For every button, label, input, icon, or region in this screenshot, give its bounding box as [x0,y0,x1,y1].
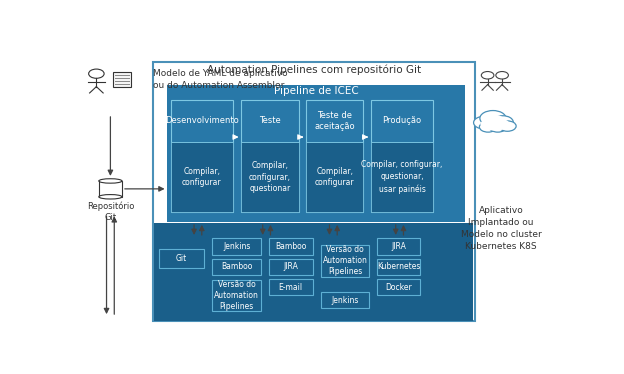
FancyBboxPatch shape [153,62,474,321]
FancyBboxPatch shape [306,99,363,212]
Text: Teste de
aceitação: Teste de aceitação [314,111,355,131]
Circle shape [481,71,494,79]
Circle shape [496,71,509,79]
FancyBboxPatch shape [269,238,313,255]
FancyBboxPatch shape [269,279,313,295]
Circle shape [486,123,498,131]
FancyBboxPatch shape [241,142,298,212]
Text: Bamboo: Bamboo [221,263,252,272]
Ellipse shape [99,179,122,183]
Circle shape [492,116,513,128]
Text: Modelo de YAML de aplicativo
ou do Automation Assembler: Modelo de YAML de aplicativo ou do Autom… [153,69,288,90]
FancyBboxPatch shape [154,223,472,321]
FancyBboxPatch shape [212,258,261,275]
Text: Teste: Teste [259,116,281,125]
Circle shape [89,69,104,78]
Circle shape [480,119,496,129]
Circle shape [494,119,509,128]
Circle shape [485,115,505,126]
FancyBboxPatch shape [321,245,369,277]
Text: JIRA: JIRA [391,242,406,251]
FancyBboxPatch shape [99,181,122,197]
Text: Repositório
Git: Repositório Git [87,202,134,223]
FancyBboxPatch shape [113,72,131,87]
FancyBboxPatch shape [377,258,421,275]
Ellipse shape [99,194,122,199]
FancyBboxPatch shape [321,292,369,309]
FancyBboxPatch shape [171,99,233,212]
Text: Git: Git [176,254,187,263]
FancyBboxPatch shape [306,142,363,212]
Circle shape [489,122,507,132]
Text: Desenvolvimento: Desenvolvimento [165,116,238,125]
Text: Compilar,
configurar,
questionar: Compilar, configurar, questionar [249,161,291,193]
FancyBboxPatch shape [377,238,421,255]
Text: Kubernetes: Kubernetes [377,263,421,272]
Circle shape [499,121,516,131]
FancyBboxPatch shape [159,249,203,268]
FancyBboxPatch shape [269,258,313,275]
FancyBboxPatch shape [212,280,261,311]
Text: Jenkins: Jenkins [223,242,250,251]
Text: Versão do
Automation
Pipelines: Versão do Automation Pipelines [214,280,259,311]
FancyBboxPatch shape [241,99,298,212]
Text: Pipeline de ICEC: Pipeline de ICEC [274,86,359,96]
FancyBboxPatch shape [377,279,421,295]
Text: Compilar,
configurar: Compilar, configurar [182,167,222,187]
FancyBboxPatch shape [371,142,433,212]
Text: Compilar,
configurar: Compilar, configurar [315,167,354,187]
Text: E-mail: E-mail [279,283,303,292]
Text: Jenkins: Jenkins [331,295,359,304]
Text: Compilar, configurar,
questionar,
usar painéis: Compilar, configurar, questionar, usar p… [361,160,442,194]
Text: Automation Pipelines com repositório Git: Automation Pipelines com repositório Git [207,64,421,74]
FancyBboxPatch shape [167,85,465,222]
Text: Versão do
Automation
Pipelines: Versão do Automation Pipelines [323,245,368,276]
Circle shape [480,111,506,126]
Text: Produção: Produção [383,116,422,125]
Circle shape [493,123,505,131]
FancyBboxPatch shape [371,99,433,212]
Text: Bamboo: Bamboo [275,242,306,251]
Circle shape [479,122,497,132]
Text: Docker: Docker [385,283,412,292]
Text: JIRA: JIRA [283,263,298,272]
FancyBboxPatch shape [171,142,233,212]
Circle shape [474,116,495,129]
Text: Aplicativo
Implantado ou
Modelo no cluster
Kubernetes K8S: Aplicativo Implantado ou Modelo no clust… [461,206,542,251]
FancyBboxPatch shape [212,238,261,255]
